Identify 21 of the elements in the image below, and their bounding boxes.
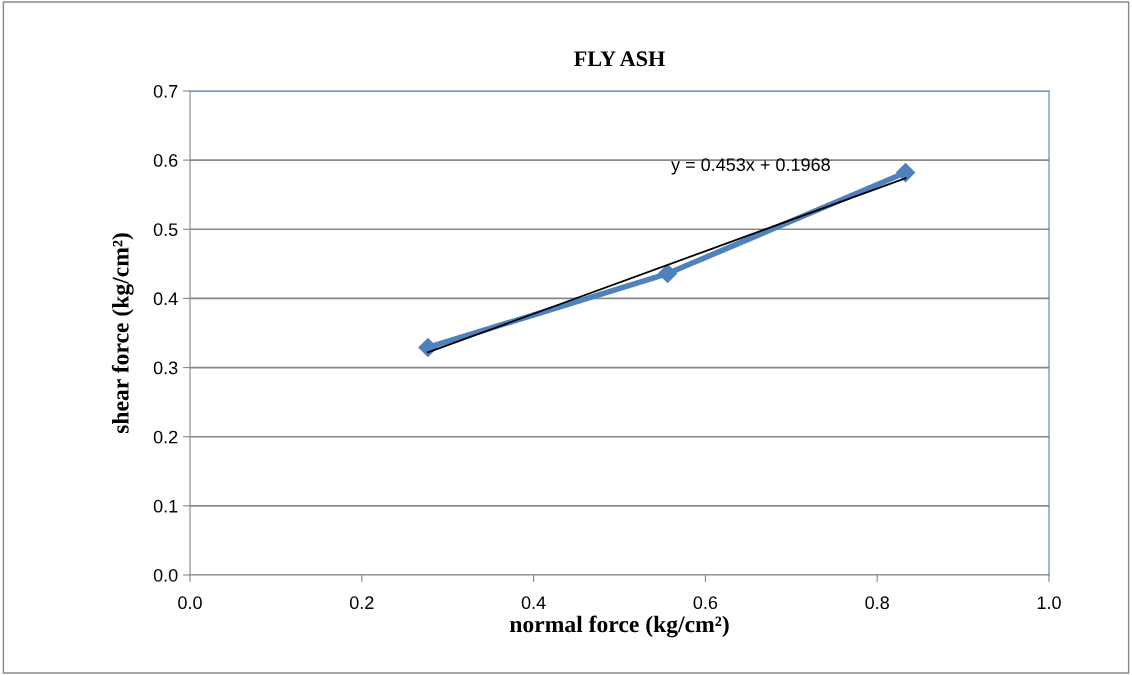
x-axis-title: normal force (kg/cm²) xyxy=(509,615,729,638)
y-tick-label: 0.1 xyxy=(153,499,178,513)
point xyxy=(418,337,438,358)
x-tick-label: 0.2 xyxy=(349,596,374,610)
chart-title: FLY ASH xyxy=(574,51,665,67)
x-tick-label: 0.4 xyxy=(521,596,546,610)
x-tick-label: 0.8 xyxy=(865,596,889,610)
x-tick-label: 0.6 xyxy=(693,596,718,610)
y-tick-label: 0.7 xyxy=(153,84,178,98)
x-tick-label: 1.0 xyxy=(1037,596,1061,610)
y-tick-label: 0.0 xyxy=(153,568,178,582)
y-tick-label: 0.4 xyxy=(153,292,178,306)
y-tick-label: 0.5 xyxy=(153,223,178,237)
point xyxy=(896,163,916,183)
annotation: y = 0.453x + 0.1968 xyxy=(671,158,830,175)
x-tick-label: 0.0 xyxy=(178,596,202,610)
y-axis-title: shear force (kg/cm²) xyxy=(111,233,134,434)
point xyxy=(658,264,678,284)
y-tick-label: 0.3 xyxy=(153,361,178,375)
y-tick-label: 0.2 xyxy=(153,430,178,444)
y-tick-label: 0.6 xyxy=(153,154,178,167)
